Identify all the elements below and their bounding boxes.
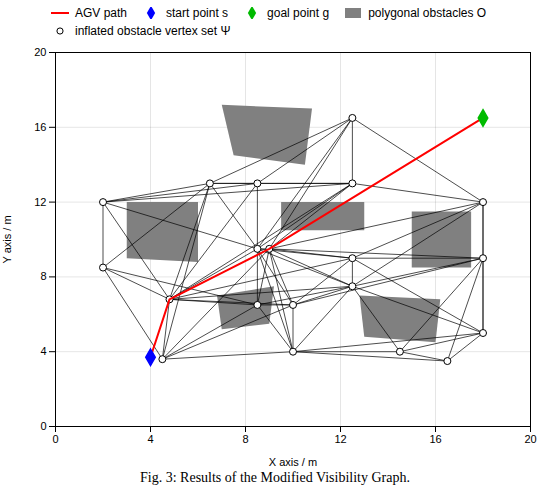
svg-text:16: 16 (429, 433, 441, 445)
html-text:AGV path: AGV path (75, 6, 127, 20)
svg-text:X axis / m: X axis / m (269, 456, 317, 468)
svg-text:12: 12 (34, 196, 46, 208)
svg-text:16: 16 (34, 121, 46, 133)
svg-text:Y axis / m: Y axis / m (1, 215, 13, 263)
html-text:Fig. 3: Results of the Modifie: Fig. 3: Results of the Modified Visibili… (140, 470, 410, 485)
html-text:polygonal obstacles O: polygonal obstacles O (368, 6, 487, 20)
svg-text:8: 8 (40, 270, 46, 282)
svg-text:4: 4 (40, 345, 46, 357)
svg-text:20: 20 (524, 433, 536, 445)
html-text:start point s: start point s (166, 6, 229, 20)
svg-text:12: 12 (334, 433, 346, 445)
svg-text:20: 20 (34, 46, 46, 58)
html-text:inflated obstacle vertex set Ψ: inflated obstacle vertex set Ψ (75, 24, 231, 38)
html-text:goal point g: goal point g (267, 6, 330, 20)
svg-text:0: 0 (52, 433, 58, 445)
svg-text:8: 8 (242, 433, 248, 445)
svg-text:0: 0 (40, 420, 46, 432)
svg-text:4: 4 (147, 433, 153, 445)
